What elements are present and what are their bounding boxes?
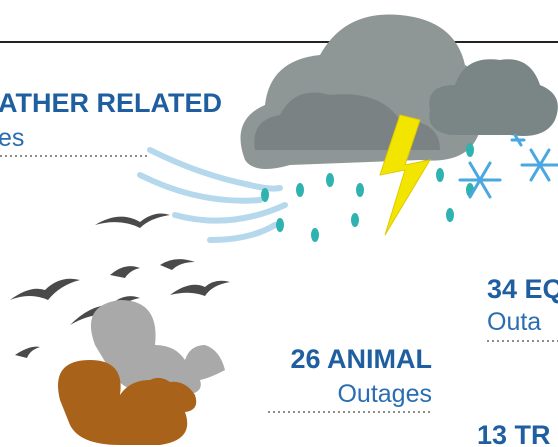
animal-title: 26 ANIMAL — [290, 344, 432, 374]
equipment-title: 34 EQ — [487, 274, 558, 304]
infographic: ATHER RELATED es 34 EQ Outa 26 ANIMAL Ou… — [0, 0, 558, 447]
trees-title: 13 TR — [477, 420, 551, 447]
weather-title: ATHER RELATED — [0, 88, 222, 118]
weather-subtitle: es — [0, 124, 24, 152]
animal-subtitle: Outages — [337, 380, 432, 408]
equipment-subtitle: Outa — [487, 308, 541, 336]
squirrels — [58, 300, 225, 445]
snowflakes — [460, 135, 558, 197]
